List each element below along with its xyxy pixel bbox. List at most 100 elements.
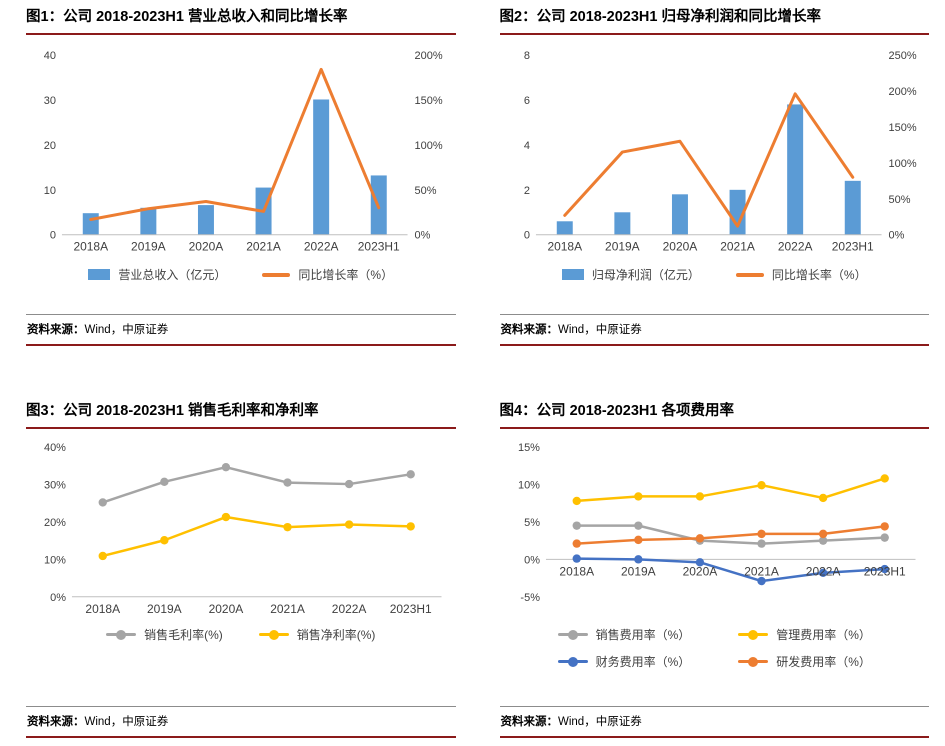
svg-text:2018A: 2018A	[547, 239, 582, 253]
line-markers	[572, 473, 889, 505]
svg-text:4: 4	[523, 139, 529, 151]
svg-text:50%: 50%	[415, 184, 437, 196]
figure-2-bottom-rule	[499, 344, 929, 346]
legend-item: 财务费用率（%）	[557, 653, 691, 670]
figure-4-bottom-rule	[499, 736, 929, 738]
svg-text:100%: 100%	[888, 157, 916, 169]
legend-swatch-linedot	[557, 633, 588, 637]
x-axis-labels: 2018A 2019A 2020A 2021A 2022A 2023H1	[73, 239, 400, 253]
legend-label: 同比增长率（%）	[771, 268, 867, 283]
line-markers	[572, 553, 889, 585]
figure-4-legend: 销售费用率（%） 管理费用率（%） 财务费用率（%） 研发费用率（%）	[500, 626, 930, 670]
left-axis-labels: 0% 10% 20% 30% 40%	[44, 442, 66, 604]
svg-text:2023H1: 2023H1	[863, 564, 905, 578]
left-axis-labels: 0 10 20 30 40	[44, 50, 56, 242]
line-markers	[98, 462, 415, 507]
legend-swatch-linedot	[106, 633, 137, 637]
svg-text:2021A: 2021A	[744, 564, 779, 578]
svg-text:100%: 100%	[415, 139, 443, 151]
figure-3-bottom-rule	[26, 736, 456, 738]
legend-item: 同比增长率（%）	[735, 266, 867, 283]
svg-text:2019A: 2019A	[605, 239, 640, 253]
source-label: 资料来源：	[500, 324, 559, 336]
source-label: 资料来源：	[500, 716, 559, 728]
svg-text:5%: 5%	[524, 516, 540, 528]
figure-4: 图4：公司 2018-2023H1 各项费用率 -5% 0% 5% 10% 15% 201…	[499, 402, 930, 738]
legend-item: 同比增长率（%）	[262, 266, 393, 283]
svg-text:2021A: 2021A	[720, 239, 755, 253]
legend-label: 营业总收入（亿元）	[118, 268, 227, 283]
source-value: Wind，中原证券	[558, 324, 642, 336]
legend-label: 财务费用率（%）	[595, 655, 691, 670]
svg-text:30%: 30%	[44, 479, 66, 491]
svg-text:10%: 10%	[44, 554, 66, 566]
svg-text:0: 0	[50, 229, 56, 241]
legend-label: 销售费用率（%）	[595, 628, 691, 643]
x-axis-labels: 2018A 2019A 2020A 2021A 2022A 2023H1	[559, 564, 906, 578]
svg-text:2: 2	[523, 184, 529, 196]
line-series	[101, 465, 412, 504]
svg-text:2020A: 2020A	[662, 239, 697, 253]
line-series	[101, 515, 412, 557]
source-label: 资料来源：	[27, 716, 85, 728]
figure-3: 图3：公司 2018-2023H1 销售毛利率和净利率 0% 10% 20% 30% 4…	[26, 402, 456, 738]
legend-swatch-line	[735, 272, 764, 277]
legend-item: 管理费用率（%）	[738, 626, 871, 643]
svg-text:2020A: 2020A	[209, 601, 244, 615]
figure-4-title: 图4：公司 2018-2023H1 各项费用率	[499, 403, 735, 419]
line-markers	[98, 512, 415, 560]
svg-text:250%: 250%	[888, 50, 916, 62]
line-markers	[572, 521, 889, 548]
x-axis-labels: 2018A 2019A 2020A 2021A 2022A 2023H1	[547, 239, 874, 253]
figure-4-chart: -5%0%5%10%15%2018A 2019A 2020A 2021A 2022A 20…	[517, 442, 916, 604]
line-series	[575, 476, 886, 502]
svg-text:0%: 0%	[524, 554, 540, 566]
source-value: Wind，中原证券	[558, 716, 642, 728]
svg-text:8: 8	[523, 50, 529, 62]
figure-3-source-divider	[26, 706, 456, 707]
svg-text:2019A: 2019A	[131, 239, 166, 253]
legend-label: 归母净利润（亿元）	[591, 268, 700, 283]
svg-text:2021A: 2021A	[270, 601, 305, 615]
svg-text:0%: 0%	[888, 229, 904, 241]
svg-text:15%: 15%	[517, 442, 539, 454]
svg-text:2020A: 2020A	[682, 564, 717, 578]
figure-1-source-divider	[26, 314, 456, 315]
svg-text:0%: 0%	[50, 591, 66, 603]
svg-text:40%: 40%	[44, 442, 66, 454]
svg-text:150%: 150%	[888, 121, 916, 133]
figure-3-title: 图3：公司 2018-2023H1 销售毛利率和净利率	[26, 403, 319, 419]
figure-4-source: 资料来源：Wind，中原证券	[500, 707, 930, 736]
legend-label: 销售净利率(%)	[296, 628, 376, 643]
svg-text:50%: 50%	[888, 193, 910, 205]
svg-text:2018A: 2018A	[85, 601, 120, 615]
svg-text:150%: 150%	[415, 94, 443, 106]
source-label: 资料来源：	[27, 324, 85, 336]
line-series	[89, 67, 381, 221]
legend-label: 同比增长率（%）	[298, 268, 394, 283]
svg-text:2023H1: 2023H1	[358, 239, 400, 253]
figure-2-title: 图2：公司 2018-2023H1 归母净利润和同比增长率	[499, 9, 822, 25]
legend-swatch-linedot	[557, 660, 588, 664]
svg-text:30: 30	[44, 94, 56, 106]
svg-text:2021A: 2021A	[246, 239, 281, 253]
figure-2-chart: 0 2 4 6 8 0% 50% 100% 150% 200% 250% 2018A 2019A 2020…	[523, 50, 916, 254]
figure-2-source-divider	[499, 314, 929, 315]
right-axis-labels: 0% 50% 100% 150% 200%	[415, 50, 443, 242]
svg-text:40: 40	[44, 50, 56, 62]
figure-1-legend: 营业总收入（亿元） 同比增长率（%）	[26, 266, 456, 283]
source-value: Wind，中原证券	[84, 324, 169, 336]
svg-text:2022A: 2022A	[777, 239, 812, 253]
line-series	[575, 523, 886, 545]
legend-swatch-linedot	[738, 660, 769, 664]
left-axis-labels: -5% 0% 5% 10% 15%	[517, 442, 539, 604]
svg-text:2023H1: 2023H1	[390, 601, 432, 615]
figure-2-source: 资料来源：Wind，中原证券	[500, 315, 930, 344]
legend-item: 销售毛利率(%)	[106, 626, 223, 643]
svg-text:2018A: 2018A	[73, 239, 108, 253]
svg-text:2020A: 2020A	[189, 239, 224, 253]
legend-swatch-linedot	[258, 633, 289, 637]
figure-1-bottom-rule	[26, 344, 456, 346]
source-value: Wind，中原证券	[84, 716, 169, 728]
legend-swatch-linedot	[738, 633, 769, 637]
